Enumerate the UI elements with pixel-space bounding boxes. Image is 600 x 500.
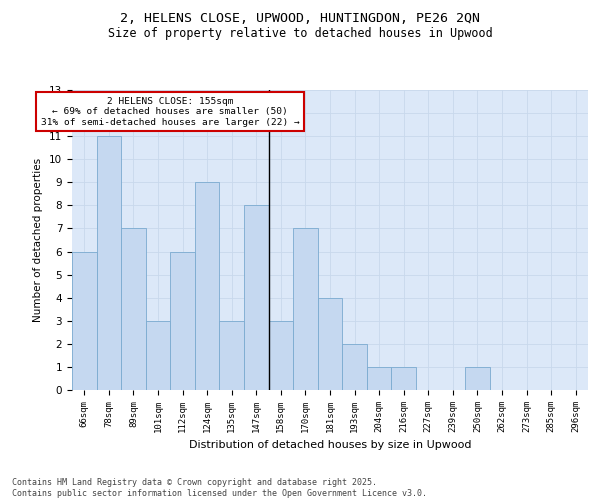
- Bar: [293, 228, 318, 390]
- Bar: [391, 367, 416, 390]
- Bar: [121, 228, 146, 390]
- Text: Size of property relative to detached houses in Upwood: Size of property relative to detached ho…: [107, 28, 493, 40]
- Bar: [244, 206, 269, 390]
- Bar: [146, 321, 170, 390]
- Bar: [318, 298, 342, 390]
- X-axis label: Distribution of detached houses by size in Upwood: Distribution of detached houses by size …: [189, 440, 471, 450]
- Bar: [195, 182, 220, 390]
- Bar: [220, 321, 244, 390]
- Bar: [367, 367, 391, 390]
- Bar: [465, 367, 490, 390]
- Text: 2, HELENS CLOSE, UPWOOD, HUNTINGDON, PE26 2QN: 2, HELENS CLOSE, UPWOOD, HUNTINGDON, PE2…: [120, 12, 480, 26]
- Y-axis label: Number of detached properties: Number of detached properties: [34, 158, 43, 322]
- Bar: [170, 252, 195, 390]
- Bar: [342, 344, 367, 390]
- Bar: [97, 136, 121, 390]
- Text: Contains HM Land Registry data © Crown copyright and database right 2025.
Contai: Contains HM Land Registry data © Crown c…: [12, 478, 427, 498]
- Bar: [72, 252, 97, 390]
- Bar: [269, 321, 293, 390]
- Text: 2 HELENS CLOSE: 155sqm
← 69% of detached houses are smaller (50)
31% of semi-det: 2 HELENS CLOSE: 155sqm ← 69% of detached…: [41, 97, 299, 126]
